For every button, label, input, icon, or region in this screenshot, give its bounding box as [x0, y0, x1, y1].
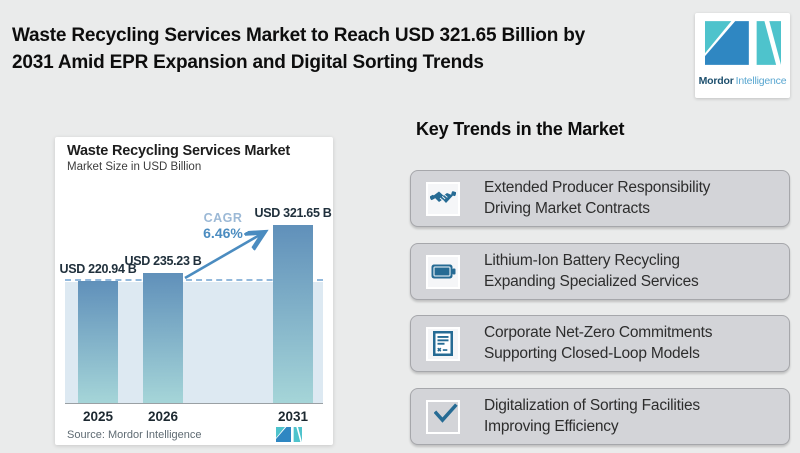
chart-title: Waste Recycling Services Market [67, 143, 290, 159]
trend-card-netzero: Corporate Net-Zero Commitments Supportin… [410, 315, 790, 372]
contract-icon [433, 331, 453, 356]
cagr-value: 6.46% [203, 225, 243, 241]
x-axis-label: 2031 [277, 409, 309, 424]
trend-card-battery: Lithium-Ion Battery Recycling Expanding … [410, 243, 790, 300]
trend-icon-box [426, 399, 460, 434]
trend-line-2: Supporting Closed-Loop Models [484, 344, 700, 362]
trend-text: Extended Producer Responsibility Driving… [484, 178, 710, 219]
brand-logo-card: Mordor Intelligence [695, 13, 790, 98]
trend-text: Lithium-Ion Battery Recycling Expanding … [484, 251, 699, 292]
trends-heading: Key Trends in the Market [416, 119, 625, 139]
chart-dashed-baseline [65, 279, 323, 281]
trend-line-1: Extended Producer Responsibility [484, 179, 711, 196]
chart-subtitle: Market Size in USD Billion [67, 161, 202, 173]
trend-line-1: Lithium-Ion Battery Recycling [484, 252, 680, 269]
handshake-icon [430, 191, 456, 203]
trend-text: Corporate Net-Zero Commitments Supportin… [484, 323, 712, 364]
brand-name-light: Intelligence [735, 75, 787, 87]
trend-line-1: Corporate Net-Zero Commitments [484, 324, 713, 341]
cagr-label: CAGR [203, 211, 243, 225]
trend-line-2: Driving Market Contracts [484, 199, 650, 217]
brand-logo-text: Mordor Intelligence [695, 75, 790, 87]
mordor-logo-icon [705, 21, 781, 65]
bar-value-label: USD 321.65 B [254, 206, 332, 220]
chart-bar-2026 [143, 273, 183, 403]
trend-card-epr: Extended Producer Responsibility Driving… [410, 170, 790, 227]
trend-icon-box [426, 254, 460, 289]
chart-source-text: Source: Mordor Intelligence [67, 429, 202, 441]
trend-line-1: Digitalization of Sorting Facilities [484, 397, 700, 414]
chart-bar-2031 [273, 225, 313, 403]
chart-x-axis [65, 403, 323, 404]
trend-card-digitalization: Digitalization of Sorting Facilities Imp… [410, 388, 790, 445]
x-axis-label: 2026 [147, 409, 179, 424]
battery-icon [431, 264, 455, 279]
trend-line-2: Improving Efficiency [484, 417, 619, 435]
x-axis-label: 2025 [82, 409, 114, 424]
bar-value-label: USD 220.94 B [59, 262, 137, 276]
bar-value-label: USD 235.23 B [124, 254, 202, 268]
brand-name-bold: Mordor [698, 75, 734, 87]
market-chart-card: Waste Recycling Services Market Market S… [55, 137, 333, 445]
chart-bar-2025 [78, 281, 118, 403]
page-title: Waste Recycling Services Market to Reach… [12, 25, 585, 73]
trend-line-2: Expanding Specialized Services [484, 272, 699, 290]
trend-text: Digitalization of Sorting Facilities Imp… [484, 396, 700, 437]
mordor-logo-small-icon [276, 427, 302, 442]
checkmark-icon [434, 402, 458, 423]
trend-icon-box [426, 181, 460, 216]
trend-icon-box [426, 326, 460, 361]
